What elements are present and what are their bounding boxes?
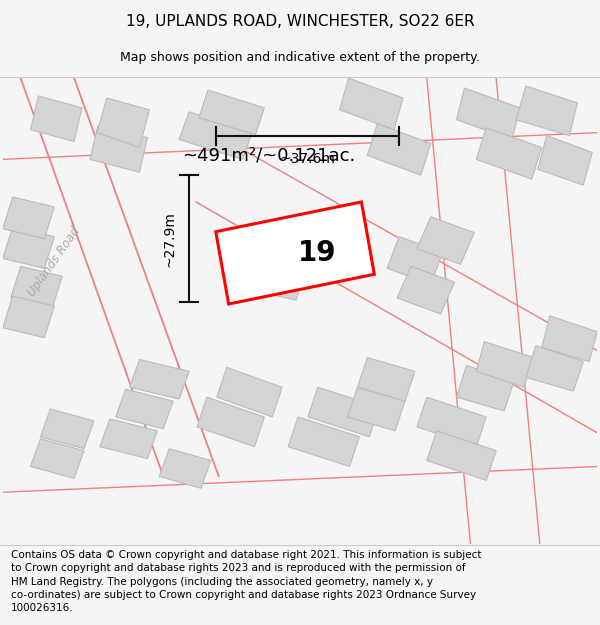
Polygon shape bbox=[387, 237, 443, 284]
Polygon shape bbox=[417, 217, 475, 264]
Polygon shape bbox=[457, 366, 514, 411]
Polygon shape bbox=[40, 409, 94, 449]
Polygon shape bbox=[217, 368, 282, 417]
Polygon shape bbox=[476, 127, 542, 179]
Polygon shape bbox=[288, 417, 359, 466]
Polygon shape bbox=[242, 262, 304, 300]
Polygon shape bbox=[3, 296, 55, 338]
Polygon shape bbox=[11, 266, 62, 308]
Polygon shape bbox=[179, 112, 253, 159]
Polygon shape bbox=[90, 126, 148, 173]
Text: Map shows position and indicative extent of the property.: Map shows position and indicative extent… bbox=[120, 51, 480, 64]
Polygon shape bbox=[3, 227, 55, 268]
Polygon shape bbox=[526, 346, 583, 391]
Polygon shape bbox=[347, 388, 405, 431]
Polygon shape bbox=[358, 357, 415, 401]
Polygon shape bbox=[216, 202, 374, 304]
Polygon shape bbox=[516, 86, 577, 136]
Text: Contains OS data © Crown copyright and database right 2021. This information is : Contains OS data © Crown copyright and d… bbox=[11, 550, 481, 613]
Polygon shape bbox=[197, 397, 265, 447]
Polygon shape bbox=[367, 124, 431, 175]
Polygon shape bbox=[97, 98, 149, 148]
Polygon shape bbox=[31, 96, 82, 141]
Polygon shape bbox=[476, 342, 534, 388]
Polygon shape bbox=[542, 316, 597, 361]
Text: Uplands Road: Uplands Road bbox=[26, 224, 83, 299]
Polygon shape bbox=[100, 419, 157, 459]
Text: ~491m²/~0.121ac.: ~491m²/~0.121ac. bbox=[182, 146, 355, 164]
Text: ~27.9m: ~27.9m bbox=[162, 211, 176, 266]
Polygon shape bbox=[3, 197, 55, 239]
Polygon shape bbox=[538, 136, 592, 185]
Polygon shape bbox=[457, 88, 520, 139]
Polygon shape bbox=[427, 431, 496, 481]
Polygon shape bbox=[116, 389, 173, 429]
Polygon shape bbox=[417, 397, 486, 447]
Polygon shape bbox=[340, 78, 403, 129]
Polygon shape bbox=[130, 359, 189, 399]
Polygon shape bbox=[308, 388, 379, 437]
Polygon shape bbox=[253, 221, 308, 262]
Polygon shape bbox=[160, 449, 211, 488]
Text: 19, UPLANDS ROAD, WINCHESTER, SO22 6ER: 19, UPLANDS ROAD, WINCHESTER, SO22 6ER bbox=[125, 14, 475, 29]
Text: 19: 19 bbox=[298, 239, 336, 267]
Text: ~37.6m: ~37.6m bbox=[280, 152, 335, 166]
Polygon shape bbox=[199, 90, 265, 134]
Polygon shape bbox=[397, 266, 455, 314]
Polygon shape bbox=[31, 439, 84, 478]
